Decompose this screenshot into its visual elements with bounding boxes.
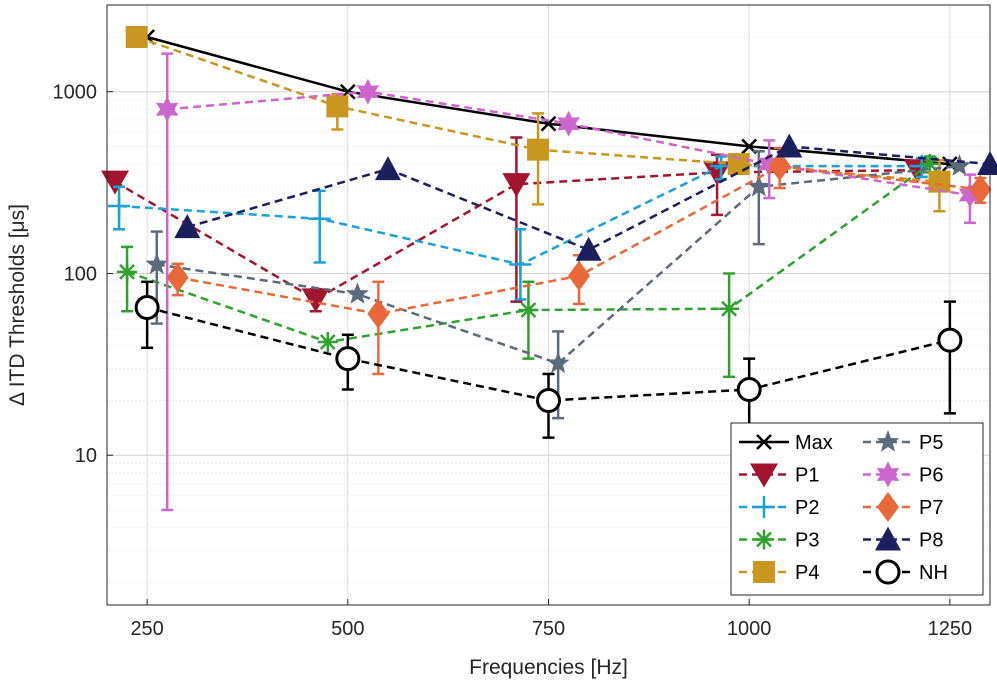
- data-point: [527, 138, 550, 161]
- legend-label: P8: [919, 530, 943, 552]
- data-point: [536, 388, 561, 414]
- data-point: [301, 288, 330, 313]
- x-axis-label: Frequencies [Hz]: [469, 656, 628, 679]
- legend-entry-p5: P5: [863, 430, 943, 454]
- legend-label: Max: [795, 432, 833, 454]
- data-point: [502, 173, 531, 198]
- legend-marker: [876, 430, 900, 452]
- data-point: [155, 96, 179, 123]
- data-point: [108, 195, 131, 218]
- legend-marker: [877, 492, 899, 522]
- y-tick-label: 1000: [53, 82, 98, 104]
- x-tick-label: 1250: [928, 618, 973, 640]
- data-point: [768, 151, 791, 182]
- legend-marker: [876, 461, 900, 488]
- series-nh: [134, 280, 963, 439]
- data-point: [101, 170, 130, 195]
- legend-entry-p7: P7: [863, 492, 943, 522]
- y-axis-label: Δ ITD Thresholds [μs]: [6, 204, 29, 406]
- legend-entry-p2: P2: [739, 496, 819, 519]
- data-point: [937, 327, 963, 353]
- data-point: [374, 156, 401, 181]
- data-point: [727, 153, 750, 176]
- data-point: [546, 351, 570, 374]
- x-tick-label: 250: [130, 618, 163, 640]
- x-tick-label: 1000: [727, 618, 772, 640]
- data-point: [919, 154, 940, 175]
- legend-entry-p1: P1: [739, 463, 819, 488]
- legend-entry-max: Max: [739, 432, 833, 454]
- data-point: [758, 151, 781, 178]
- data-point: [134, 294, 160, 320]
- legend-marker: [756, 434, 772, 450]
- legend: Max P1 P2 P3 P4 P5 P6 P7 P8 NH: [730, 422, 984, 596]
- legend-entry-p4: P4: [739, 561, 819, 584]
- plot-area: [101, 26, 997, 512]
- data-point: [958, 182, 982, 209]
- legend-entry-p8: P8: [863, 526, 943, 552]
- legend-marker: [753, 496, 775, 518]
- data-point: [557, 110, 580, 137]
- series-line: [146, 306, 951, 402]
- legend-label: P1: [795, 465, 819, 487]
- data-point: [367, 298, 390, 329]
- data-point: [703, 161, 732, 186]
- legend-entry-nh: NH: [863, 559, 948, 585]
- legend-entry-p3: P3: [739, 529, 819, 552]
- data-point: [125, 26, 148, 49]
- data-point: [928, 170, 951, 193]
- axis-ticks: 250 500 750 1000 1250 10 100 1000: [53, 82, 973, 640]
- data-point: [346, 282, 369, 304]
- series-line: [156, 164, 960, 365]
- data-point: [145, 252, 169, 275]
- legend-label: P5: [919, 432, 943, 454]
- legend-marker: [750, 463, 778, 488]
- y-tick-label: 10: [75, 445, 97, 467]
- legend-entry-p6: P6: [863, 461, 943, 488]
- y-tick-label: 100: [64, 263, 97, 285]
- data-point: [335, 346, 361, 372]
- x-tick-label: 500: [331, 618, 364, 640]
- series-p5: [145, 150, 971, 420]
- legend-label: P3: [795, 530, 819, 552]
- legend-label: NH: [919, 562, 948, 584]
- legend-label: P4: [795, 562, 819, 584]
- data-point: [317, 331, 338, 352]
- data-point: [776, 133, 803, 158]
- legend-marker: [754, 529, 774, 550]
- series-p6: [155, 52, 982, 512]
- series-p7: [166, 146, 992, 376]
- data-point: [719, 298, 740, 319]
- data-point: [977, 151, 997, 176]
- data-point: [518, 299, 539, 320]
- legend-marker: [753, 561, 775, 583]
- data-point: [174, 214, 201, 239]
- legend-label: P7: [919, 497, 943, 519]
- data-point: [509, 253, 532, 276]
- series-p4: [125, 26, 951, 213]
- data-point: [326, 95, 349, 118]
- data-point: [356, 78, 380, 105]
- data-point: [575, 236, 602, 261]
- series-p3: [117, 154, 940, 379]
- data-point: [308, 207, 331, 230]
- data-point: [747, 174, 771, 197]
- data-point: [568, 260, 591, 291]
- data-point: [166, 262, 189, 293]
- legend-marker: [875, 526, 901, 551]
- data-point: [969, 174, 992, 205]
- data-point: [736, 376, 762, 402]
- series-line: [186, 145, 991, 252]
- series-p8: [174, 133, 997, 261]
- legend-marker: [875, 559, 901, 585]
- legend-label: P2: [795, 497, 819, 519]
- series-line: [167, 90, 971, 197]
- x-tick-label: 750: [532, 618, 565, 640]
- legend-label: P6: [919, 465, 943, 487]
- data-point: [117, 261, 138, 282]
- data-point: [948, 154, 971, 176]
- series-p2: [108, 155, 933, 301]
